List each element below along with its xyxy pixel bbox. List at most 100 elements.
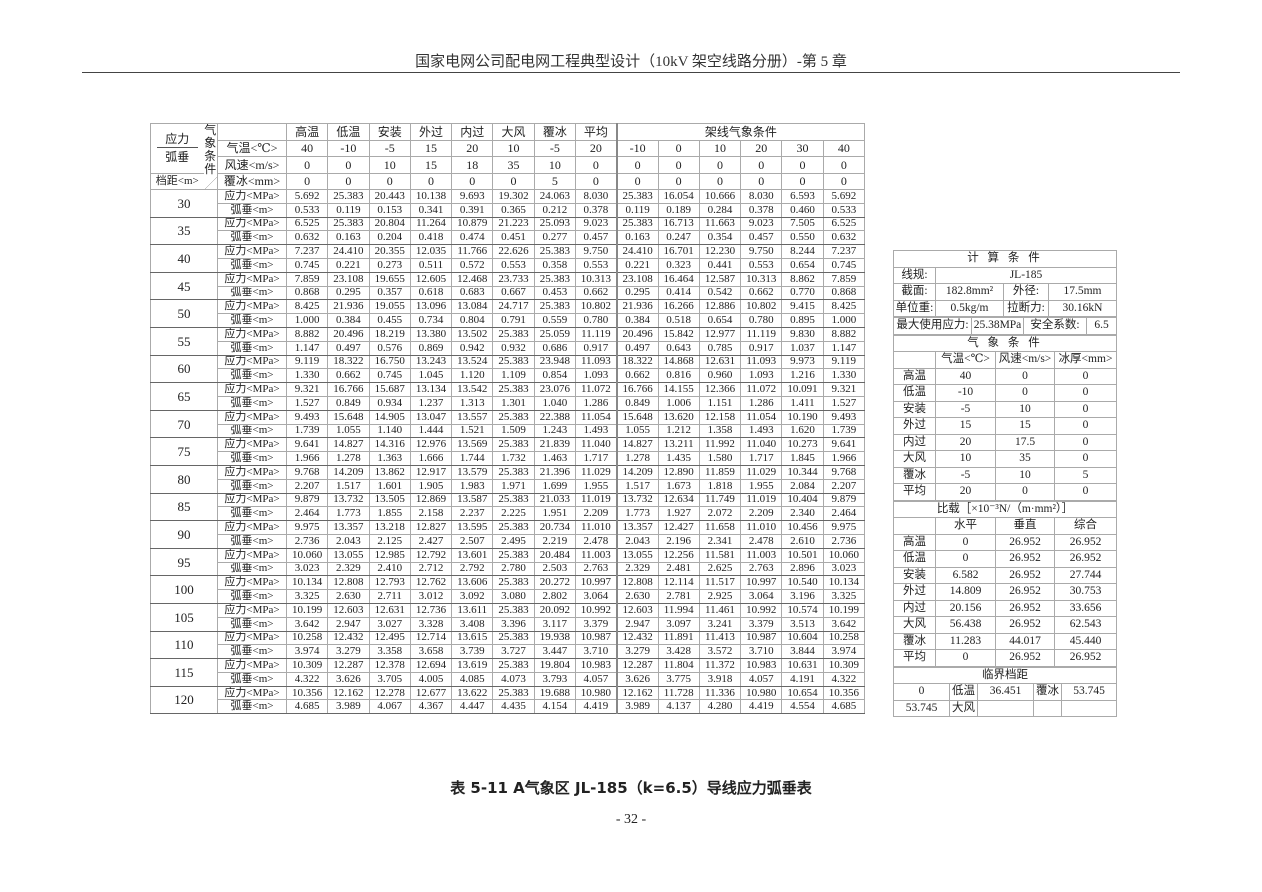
- sag-value: 0.917: [740, 340, 783, 356]
- sag-row: 弧垂<m> 3.023 2.329 2.410 2.712 2.792 2.780 2.503…: [151, 561, 866, 577]
- stress-value: 20.443: [368, 189, 411, 204]
- stress-value: 12.162: [327, 685, 370, 701]
- load-header-2: 综合: [1054, 517, 1117, 535]
- condition-0: 高温: [285, 123, 329, 141]
- sag-value: 3.710: [740, 644, 783, 660]
- sag-value: 0.204: [368, 230, 411, 246]
- stress-value: 10.997: [574, 575, 618, 591]
- stress-value: 9.641: [822, 437, 866, 453]
- weather-row: 内过 20 17.5 0: [893, 433, 1117, 451]
- sag-value: 1.363: [368, 451, 411, 466]
- ice-thickness-value: 0: [492, 172, 535, 190]
- stress-value: 13.732: [615, 492, 659, 508]
- sag-value: 0.917: [574, 340, 618, 356]
- sag-value: 1.855: [368, 506, 411, 522]
- stress-value: 10.501: [781, 547, 824, 563]
- wind-speed-value: 10: [533, 156, 576, 174]
- sag-value: 0.457: [740, 230, 783, 246]
- stress-value: 23.108: [327, 271, 370, 287]
- stress-value: 25.383: [492, 630, 535, 646]
- sag-value: 1.045: [409, 368, 453, 384]
- stress-value: 25.383: [492, 547, 535, 563]
- sag-value: 0.632: [822, 230, 866, 246]
- load-value: 26.952: [1054, 533, 1117, 551]
- stress-label: 应力<MPa>: [217, 271, 287, 287]
- sag-value: 2.084: [781, 478, 824, 494]
- sag-value: 3.705: [368, 671, 411, 687]
- critical-value: 53.745: [893, 699, 950, 717]
- stress-value: 11.072: [740, 382, 783, 397]
- sag-row: 弧垂<m> 0.745 0.221 0.273 0.511 0.572 0.553 0.358…: [151, 257, 866, 273]
- load-row: 安装 6.582 26.952 27.744: [893, 566, 1117, 584]
- stress-value: 12.917: [409, 464, 453, 480]
- ice-thickness-value: 0: [740, 172, 783, 190]
- line-label: 线规:: [893, 266, 936, 284]
- sag-value: 3.379: [740, 616, 783, 632]
- sag-label: 弧垂<m>: [217, 340, 287, 356]
- critical-value: 53.745: [1060, 683, 1118, 701]
- sag-label: 弧垂<m>: [217, 478, 287, 494]
- sag-value: 0.221: [615, 257, 659, 273]
- stress-value: 8.030: [574, 189, 618, 204]
- sag-value: 4.554: [781, 699, 824, 715]
- stress-value: 11.019: [740, 492, 783, 508]
- sag-value: 1.971: [492, 478, 535, 494]
- load-condition: 外过: [893, 583, 936, 601]
- stress-label: 应力<MPa>: [217, 382, 287, 397]
- stress-value: 13.055: [327, 547, 370, 563]
- span-label: 档距<m>: [150, 172, 204, 190]
- corner-sag-label: 弧垂: [165, 150, 190, 165]
- load-value: 0: [935, 649, 996, 667]
- sag-value: 0.542: [698, 285, 742, 301]
- stress-value: 10.997: [740, 575, 783, 591]
- blank-header: [217, 123, 287, 141]
- stress-value: 14.209: [327, 464, 370, 480]
- stress-value: 13.357: [615, 520, 659, 535]
- sag-row: 弧垂<m> 1.739 1.055 1.140 1.444 1.521 1.509 1.243…: [151, 423, 866, 439]
- stress-value: 10.540: [781, 575, 824, 591]
- stress-value: 10.654: [781, 685, 824, 701]
- sag-value: 2.225: [492, 506, 535, 522]
- stress-value: 25.093: [533, 216, 576, 232]
- sag-value: 2.481: [657, 561, 700, 577]
- sag-row: 弧垂<m> 1.147 0.497 0.576 0.869 0.942 0.932 0.686…: [151, 340, 866, 356]
- sag-value: 0.553: [574, 257, 618, 273]
- ice-thickness-value: 0: [781, 172, 824, 190]
- span-value: 105: [150, 602, 218, 632]
- stress-value: 12.587: [698, 271, 742, 287]
- sag-value: 2.427: [409, 533, 453, 549]
- sag-value: 1.411: [781, 395, 824, 411]
- sag-value: 0.378: [574, 202, 618, 218]
- load-row: 高温 0 26.952 26.952: [893, 533, 1117, 551]
- stress-value: 22.626: [492, 244, 535, 259]
- sag-value: 0.474: [451, 230, 494, 246]
- sag-label: 弧垂<m>: [217, 202, 287, 218]
- sag-value: 0.518: [657, 313, 700, 328]
- stress-value: 8.882: [822, 326, 866, 342]
- stress-value: 11.029: [574, 464, 618, 480]
- stress-value: 12.890: [657, 464, 700, 480]
- stress-value: 24.410: [327, 244, 370, 259]
- stress-value: 21.223: [492, 216, 535, 232]
- span-value: 70: [150, 409, 218, 439]
- sag-value: 3.080: [492, 589, 535, 604]
- span-value: 110: [150, 630, 218, 660]
- load-row: 外过 14.809 26.952 30.753: [893, 583, 1117, 601]
- weather-value: -5: [935, 400, 996, 418]
- sag-value: 0.550: [781, 230, 824, 246]
- line-value: JL-185: [935, 266, 1117, 284]
- sag-value: 1.435: [657, 451, 700, 466]
- stress-value: 9.321: [285, 382, 329, 397]
- stress-value: 7.859: [822, 271, 866, 287]
- sag-value: 0.358: [533, 257, 576, 273]
- sag-value: 1.521: [451, 423, 494, 439]
- stress-value: 12.976: [409, 437, 453, 453]
- sag-value: 3.241: [698, 616, 742, 632]
- header-row-ice-thickness: 档距<m> 覆冰<mm> 0 0 0 0 0 0 5 0 0 0 0 0 0 0: [150, 172, 866, 190]
- sag-row: 弧垂<m> 3.325 2.630 2.711 3.012 3.092 3.080 2.802…: [151, 589, 866, 604]
- sag-value: 1.147: [285, 340, 329, 356]
- sag-value: 2.610: [781, 533, 824, 549]
- sag-label: 弧垂<m>: [217, 313, 287, 328]
- page-number: - 32 -: [615, 812, 647, 827]
- stress-value: 13.557: [451, 409, 494, 425]
